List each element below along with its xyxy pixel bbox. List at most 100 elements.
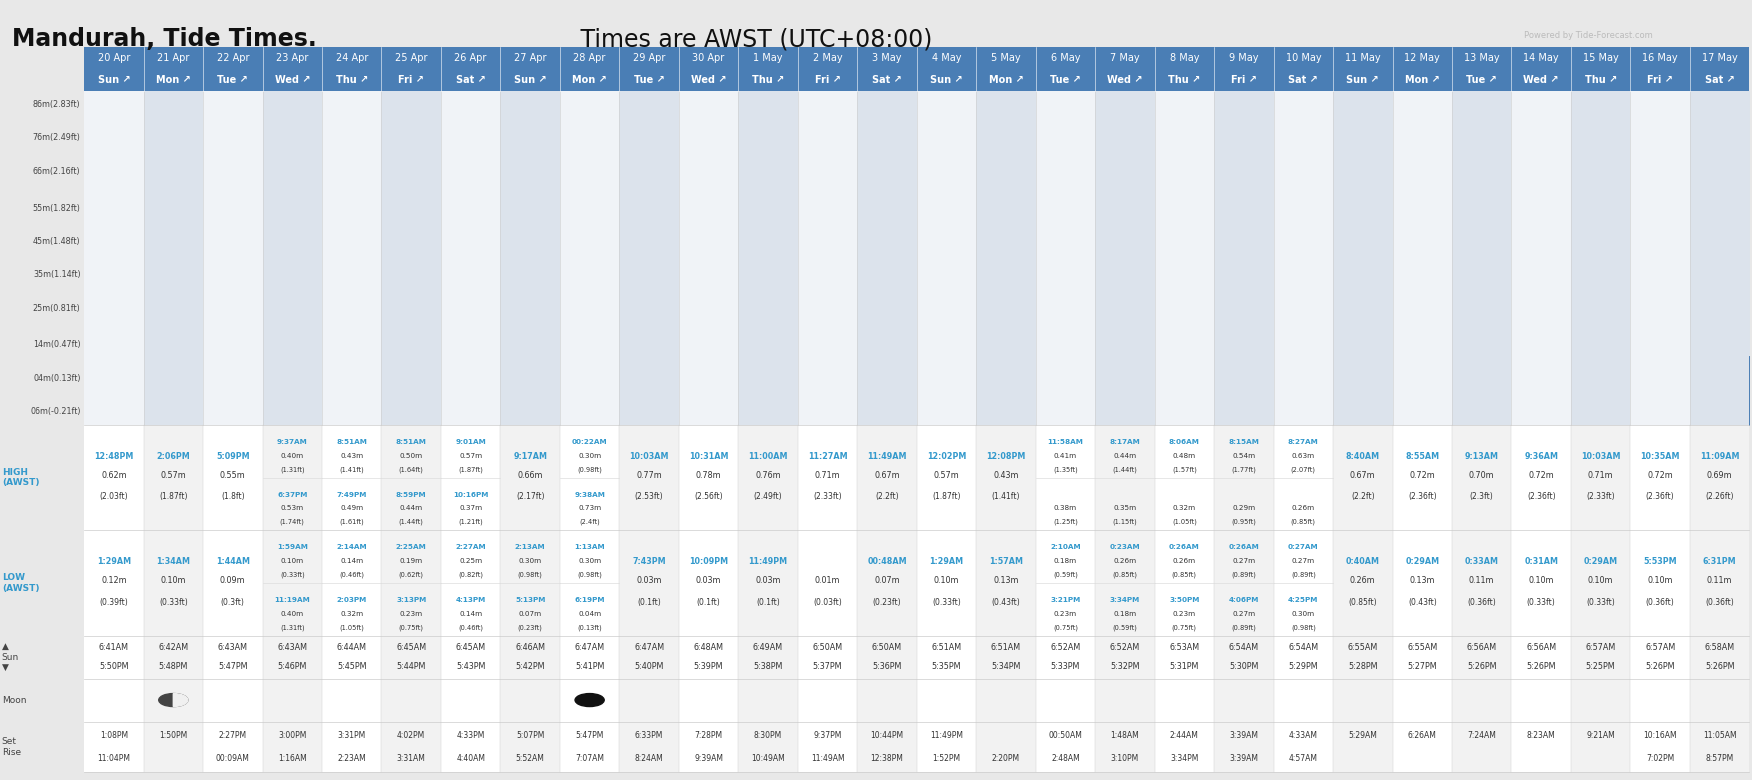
Text: 5:26PM: 5:26PM: [1705, 662, 1734, 671]
Text: (0.98ft): (0.98ft): [576, 572, 603, 578]
Text: 0.43m: 0.43m: [993, 471, 1018, 480]
Text: 12:08PM: 12:08PM: [986, 452, 1025, 461]
Text: 0.35m: 0.35m: [1113, 505, 1137, 511]
Text: 1:59AM: 1:59AM: [277, 544, 308, 550]
Text: 2:23AM: 2:23AM: [338, 753, 366, 763]
Text: 8:51AM: 8:51AM: [396, 439, 427, 445]
Text: 3:21PM: 3:21PM: [1049, 597, 1081, 603]
Text: 11:19AM: 11:19AM: [275, 597, 310, 603]
Text: 0.23m: 0.23m: [1172, 611, 1197, 616]
Text: 10 May: 10 May: [1286, 53, 1321, 62]
Text: (0.85ft): (0.85ft): [1172, 572, 1197, 578]
Text: Sat ↗: Sat ↗: [872, 75, 902, 85]
Text: (0.33ft): (0.33ft): [280, 572, 305, 578]
Text: (2.56ft): (2.56ft): [694, 492, 724, 502]
Text: 6:46AM: 6:46AM: [515, 644, 545, 652]
Text: 12:48PM: 12:48PM: [95, 452, 133, 461]
Text: Mon ↗: Mon ↗: [573, 75, 606, 85]
Text: 5:47PM: 5:47PM: [575, 731, 604, 740]
Text: 0.11m: 0.11m: [1468, 576, 1494, 586]
Text: 1:34AM: 1:34AM: [156, 558, 191, 566]
Text: Fri ↗: Fri ↗: [398, 75, 424, 85]
Text: 6:43AM: 6:43AM: [217, 644, 247, 652]
Text: 6:55AM: 6:55AM: [1347, 644, 1377, 652]
Text: 0.55m: 0.55m: [221, 471, 245, 480]
Text: Mon ↗: Mon ↗: [1405, 75, 1440, 85]
Text: 9:01AM: 9:01AM: [456, 439, 485, 445]
Text: (0.33ft): (0.33ft): [1526, 597, 1556, 607]
Text: Thu ↗: Thu ↗: [752, 75, 785, 85]
Text: 15 May: 15 May: [1582, 53, 1619, 62]
Text: 5:47PM: 5:47PM: [217, 662, 247, 671]
Text: 8:30PM: 8:30PM: [753, 731, 781, 740]
Text: 5:09PM: 5:09PM: [215, 452, 249, 461]
Text: 3:39AM: 3:39AM: [1230, 753, 1258, 763]
Text: (0.59ft): (0.59ft): [1053, 572, 1077, 578]
Text: 9:21AM: 9:21AM: [1586, 731, 1615, 740]
Text: 0.03m: 0.03m: [755, 576, 781, 586]
Text: 35m(1.14ft): 35m(1.14ft): [33, 271, 81, 279]
Text: 0:29AM: 0:29AM: [1405, 558, 1440, 566]
Text: (2.07ft): (2.07ft): [1291, 466, 1316, 473]
Text: 6:45AM: 6:45AM: [456, 644, 485, 652]
Text: 8:24AM: 8:24AM: [634, 753, 664, 763]
Text: Sun ↗: Sun ↗: [98, 75, 130, 85]
Text: 0.53m: 0.53m: [280, 505, 303, 511]
Text: (0.89ft): (0.89ft): [1291, 572, 1316, 578]
Text: 0.23m: 0.23m: [399, 611, 422, 616]
Text: (0.98ft): (0.98ft): [576, 466, 603, 473]
Text: 0.30m: 0.30m: [1291, 611, 1316, 616]
Text: 0.67m: 0.67m: [1351, 471, 1375, 480]
Text: (0.13ft): (0.13ft): [576, 624, 603, 630]
Text: 5:29PM: 5:29PM: [1288, 662, 1318, 671]
Text: (0.43ft): (0.43ft): [992, 597, 1020, 607]
Text: 6:41AM: 6:41AM: [98, 644, 130, 652]
Text: 76m(2.49ft): 76m(2.49ft): [33, 133, 81, 143]
Text: Tue ↗: Tue ↗: [1049, 75, 1081, 85]
Text: 0.30m: 0.30m: [578, 452, 601, 459]
Text: 0.57m: 0.57m: [161, 471, 186, 480]
Text: 6:51AM: 6:51AM: [992, 644, 1021, 652]
Text: 6:50AM: 6:50AM: [813, 644, 843, 652]
Text: 1:16AM: 1:16AM: [279, 753, 307, 763]
Text: 0.10m: 0.10m: [161, 576, 186, 586]
Text: 0.71m: 0.71m: [815, 471, 841, 480]
Text: 4 May: 4 May: [932, 53, 962, 62]
Text: 4:13PM: 4:13PM: [456, 597, 485, 603]
Text: 0.67m: 0.67m: [874, 471, 901, 480]
Text: 06m(-0.21ft): 06m(-0.21ft): [30, 407, 81, 417]
Text: 8:55AM: 8:55AM: [1405, 452, 1440, 461]
Text: 04m(0.13ft): 04m(0.13ft): [33, 374, 81, 383]
Text: 5:07PM: 5:07PM: [517, 731, 545, 740]
Text: 0.63m: 0.63m: [1291, 452, 1316, 459]
Text: 30 Apr: 30 Apr: [692, 53, 725, 62]
Text: 5:32PM: 5:32PM: [1111, 662, 1139, 671]
Text: 13 May: 13 May: [1465, 53, 1500, 62]
Text: 3:13PM: 3:13PM: [396, 597, 426, 603]
Text: 0.18m: 0.18m: [1113, 611, 1137, 616]
Text: 5:31PM: 5:31PM: [1170, 662, 1198, 671]
Text: 3:31AM: 3:31AM: [396, 753, 426, 763]
Text: 3:34PM: 3:34PM: [1170, 753, 1198, 763]
Text: 0.78m: 0.78m: [696, 471, 722, 480]
Text: 0.44m: 0.44m: [1113, 452, 1137, 459]
Text: 12 May: 12 May: [1405, 53, 1440, 62]
Text: 0.07m: 0.07m: [519, 611, 541, 616]
Text: 6:33PM: 6:33PM: [634, 731, 664, 740]
Text: 5:28PM: 5:28PM: [1347, 662, 1377, 671]
Text: 11:05AM: 11:05AM: [1703, 731, 1736, 740]
Text: 7 May: 7 May: [1111, 53, 1141, 62]
Text: (0.23ft): (0.23ft): [517, 624, 543, 630]
Text: 0.11m: 0.11m: [1706, 576, 1733, 586]
Text: (1.8ft): (1.8ft): [221, 492, 245, 502]
Text: 8 May: 8 May: [1170, 53, 1198, 62]
Text: 0.57m: 0.57m: [459, 452, 482, 459]
Text: (1.31ft): (1.31ft): [280, 466, 305, 473]
Text: (2.33ft): (2.33ft): [813, 492, 841, 502]
Text: 6:26AM: 6:26AM: [1409, 731, 1437, 740]
Text: 10:49AM: 10:49AM: [752, 753, 785, 763]
Text: 9:37PM: 9:37PM: [813, 731, 841, 740]
Text: 10:44PM: 10:44PM: [871, 731, 904, 740]
Text: (2.49ft): (2.49ft): [753, 492, 783, 502]
Text: 2:20PM: 2:20PM: [992, 753, 1020, 763]
